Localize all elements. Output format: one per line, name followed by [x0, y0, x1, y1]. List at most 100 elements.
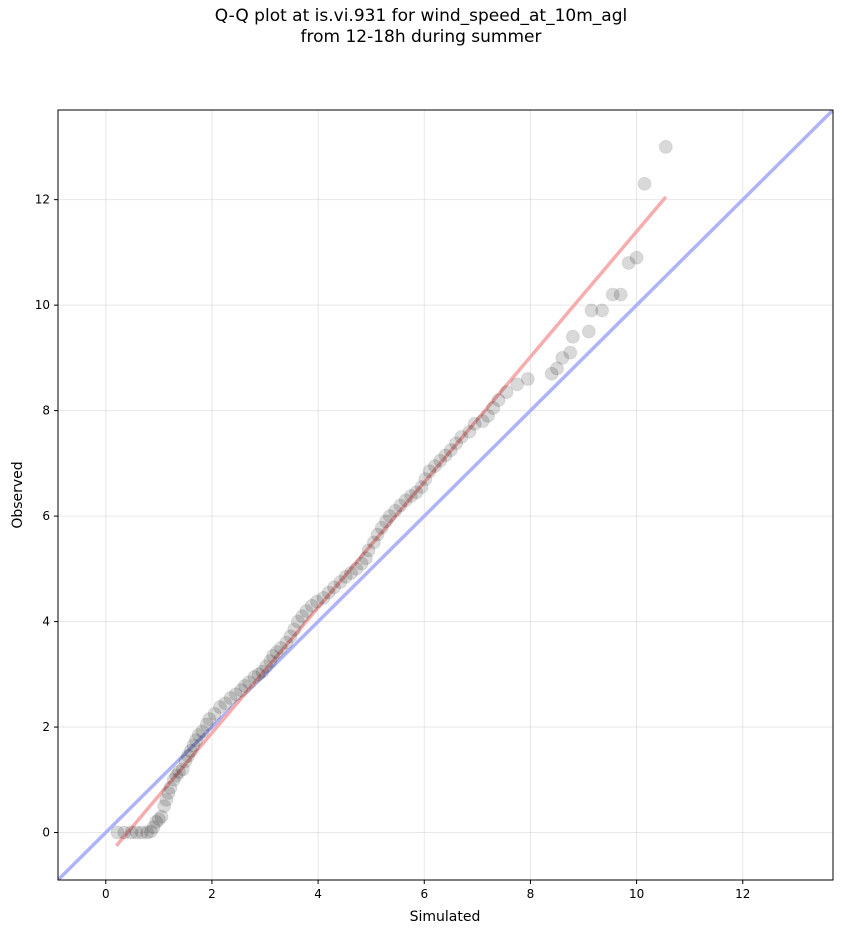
- data-point: [520, 371, 535, 386]
- data-point: [358, 551, 373, 566]
- data-point: [338, 569, 353, 584]
- x-tick-label: 6: [420, 887, 428, 901]
- data-point: [398, 493, 413, 508]
- data-point: [422, 464, 437, 479]
- data-point: [251, 667, 266, 682]
- data-point: [181, 749, 196, 764]
- reference-lines: [58, 110, 833, 880]
- data-point: [310, 594, 325, 609]
- data-point: [379, 514, 394, 529]
- data-point: [555, 350, 570, 365]
- data-point: [370, 527, 385, 542]
- data-point: [255, 664, 270, 679]
- data-point: [480, 408, 495, 423]
- data-point: [212, 700, 227, 715]
- data-point: [299, 604, 314, 619]
- data-point: [462, 424, 477, 439]
- data-point: [467, 416, 482, 431]
- data-point: [175, 762, 190, 777]
- data-point: [265, 648, 280, 663]
- data-point: [382, 509, 397, 524]
- chart-title-line-1: Q-Q plot at is.vi.931 for wind_speed_at_…: [214, 6, 628, 26]
- data-point: [443, 443, 458, 458]
- data-point: [349, 561, 364, 576]
- x-tick-label: 10: [629, 887, 644, 901]
- data-point: [234, 683, 249, 698]
- data-point: [361, 543, 376, 558]
- data-point: [287, 622, 302, 637]
- data-point: [344, 566, 359, 581]
- data-point: [366, 535, 381, 550]
- data-point: [637, 176, 652, 191]
- data-point: [595, 303, 610, 318]
- grid: [58, 110, 833, 880]
- data-point: [549, 361, 564, 376]
- data-point: [143, 824, 158, 839]
- data-point: [658, 139, 673, 154]
- data-point: [333, 575, 348, 590]
- data-point: [218, 696, 233, 711]
- data-point: [393, 498, 408, 513]
- data-point: [117, 825, 132, 840]
- y-tick-label: 8: [42, 404, 50, 418]
- fit-line: [115, 195, 668, 847]
- y-tick-label: 4: [42, 615, 50, 629]
- data-point: [327, 580, 342, 595]
- data-point: [510, 377, 525, 392]
- data-point: [438, 448, 453, 463]
- plot-frame: [57, 109, 834, 881]
- data-point: [149, 814, 164, 829]
- data-point: [223, 691, 238, 706]
- y-tick-label: 12: [35, 193, 50, 207]
- data-point: [449, 436, 464, 451]
- data-point: [409, 485, 424, 500]
- data-point: [295, 609, 310, 624]
- data-point: [186, 738, 201, 753]
- data-point: [321, 585, 336, 600]
- data-point: [273, 640, 288, 655]
- data-point: [195, 724, 210, 739]
- data-point: [163, 780, 178, 795]
- data-point: [242, 675, 257, 690]
- data-point: [228, 687, 243, 702]
- x-tick-label: 2: [208, 887, 216, 901]
- data-point: [183, 743, 198, 758]
- x-axis-label: Simulated: [410, 909, 481, 925]
- data-point: [263, 654, 278, 669]
- x-tick-label: 8: [527, 887, 535, 901]
- data-point: [605, 287, 620, 302]
- data-point: [151, 812, 166, 827]
- data-point: [178, 754, 193, 769]
- data-point: [237, 678, 252, 693]
- data-point: [159, 792, 174, 807]
- data-point: [433, 453, 448, 468]
- data-point: [374, 520, 389, 535]
- data-point: [304, 598, 319, 613]
- x-tick-label: 12: [735, 887, 750, 901]
- identity-line: [58, 110, 833, 880]
- data-point: [110, 825, 125, 840]
- chart-title: Q-Q plot at is.vi.931 for wind_speed_at_…: [0, 6, 842, 48]
- data-point: [279, 635, 294, 650]
- data-point: [499, 385, 514, 400]
- data-point: [129, 825, 144, 840]
- data-point: [454, 429, 469, 444]
- data-point: [247, 669, 262, 684]
- data-point: [154, 809, 169, 824]
- data-point: [172, 764, 187, 779]
- data-point: [388, 503, 403, 518]
- data-point: [140, 825, 155, 840]
- data-point: [157, 799, 172, 814]
- data-point: [161, 785, 176, 800]
- y-tick-label: 2: [42, 720, 50, 734]
- y-tick-label: 6: [42, 509, 50, 523]
- y-axis-label: Observed: [10, 461, 26, 528]
- data-point: [491, 393, 506, 408]
- data-point: [613, 287, 628, 302]
- data-point: [124, 825, 139, 840]
- axis-ticks: 0 2 4 6 8 10 12 0 2 4 6 8 10 12: [35, 193, 751, 901]
- y-tick-label: 10: [35, 298, 50, 312]
- data-point: [166, 772, 181, 787]
- data-point: [414, 480, 429, 495]
